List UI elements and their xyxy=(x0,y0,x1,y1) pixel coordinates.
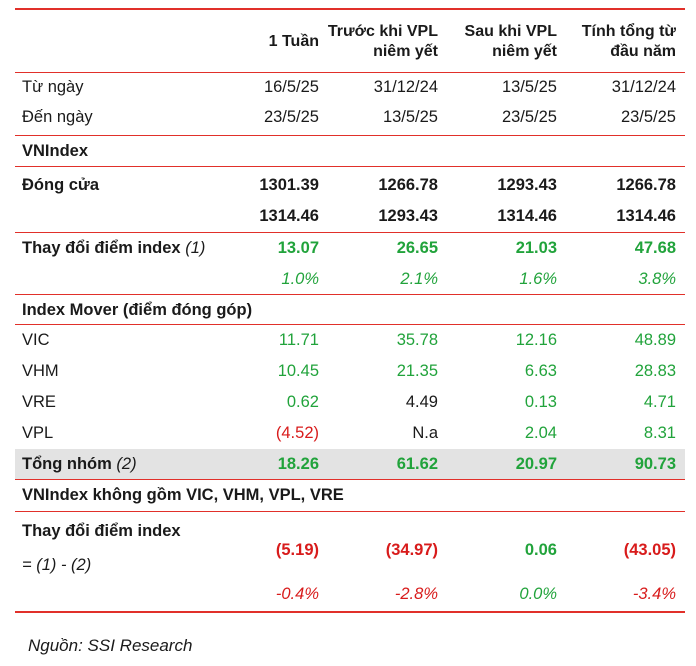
top-rule xyxy=(15,8,685,10)
cell-value: 4.71 xyxy=(643,393,676,411)
cell-value: 0.0% xyxy=(519,585,557,603)
cell-value: 1266.78 xyxy=(616,176,676,194)
cell-value: 47.68 xyxy=(634,239,676,257)
row-label: VHM xyxy=(22,362,59,380)
cell-value: 26.65 xyxy=(396,239,438,257)
cell-value: (4.52) xyxy=(275,424,319,442)
cell-value: 2.04 xyxy=(524,424,557,442)
cell-value: 0.13 xyxy=(524,393,557,411)
row-rule xyxy=(15,324,685,325)
row-label: VRE xyxy=(22,393,56,411)
cell-value: 23/5/25 xyxy=(501,108,557,126)
table-row-thay-doi-pct: 1.0% 2.1% 1.6% 3.8% xyxy=(15,270,685,296)
cell-value: 35.78 xyxy=(396,331,438,349)
col-header-1-tuan: 1 Tuần xyxy=(268,33,319,50)
cell-value: 4.49 xyxy=(405,393,438,411)
cell-value: 28.83 xyxy=(634,362,676,380)
col-header-sau-vpl: Sau khi VPL niêm yết xyxy=(464,23,557,60)
cell-value: -2.8% xyxy=(394,585,438,603)
section-title: Index Mover (điểm đóng góp) xyxy=(22,301,253,319)
cell-value: 1314.46 xyxy=(497,207,557,225)
cell-value: 13.07 xyxy=(277,239,319,257)
section-index-mover: Index Mover (điểm đóng góp) xyxy=(15,301,685,327)
table-row-vpl: VPL (4.52) N.a 2.04 8.31 xyxy=(15,424,685,450)
section-title: VNIndex xyxy=(22,142,89,160)
bottom-rule xyxy=(15,611,685,613)
row-label: VIC xyxy=(22,331,50,349)
col-header-truoc-vpl: Trước khi VPL niêm yết xyxy=(327,23,438,60)
cell-value: 1266.78 xyxy=(378,176,438,194)
row-rule xyxy=(15,166,685,167)
row-label: Thay đổi điểm index (1) xyxy=(22,239,206,257)
table-row-thay-doi-ex-pct: -0.4% -2.8% 0.0% -3.4% xyxy=(15,585,685,611)
row-label: Tổng nhóm (2) xyxy=(22,455,137,473)
row-label: Thay đổi điểm index xyxy=(22,522,181,540)
cell-value: 10.45 xyxy=(277,362,319,380)
cell-value: 0.06 xyxy=(524,541,557,559)
header-rule xyxy=(15,72,685,73)
cell-value: (43.05) xyxy=(623,541,676,559)
cell-value: 16/5/25 xyxy=(263,78,319,96)
cell-value: (34.97) xyxy=(385,541,438,559)
row-rule xyxy=(15,511,685,512)
header-row: 1 Tuần Trước khi VPL niêm yết Sau khi VP… xyxy=(15,22,685,72)
cell-value: 3.8% xyxy=(638,270,676,288)
cell-value: 11.71 xyxy=(278,331,319,349)
cell-value: 6.63 xyxy=(524,362,557,380)
col-header-tinh-tong: Tính tổng từ đầu năm xyxy=(581,23,676,60)
cell-value: 1293.43 xyxy=(497,176,557,194)
source-note: Nguồn: SSI Research xyxy=(28,636,193,655)
row-label: Đến ngày xyxy=(22,108,93,126)
section-title: VNIndex không gồm VIC, VHM, VPL, VRE xyxy=(22,486,344,504)
cell-value: 90.73 xyxy=(634,455,676,473)
row-rule xyxy=(15,135,685,136)
table-row-vic: VIC 11.71 35.78 12.16 48.89 xyxy=(15,331,685,357)
section-vnindex: VNIndex xyxy=(15,142,685,168)
row-rule xyxy=(15,294,685,295)
cell-value: 1.0% xyxy=(281,270,319,288)
cell-value: 1301.39 xyxy=(259,176,319,194)
cell-value: 20.97 xyxy=(515,455,557,473)
table-row-vre: VRE 0.62 4.49 0.13 4.71 xyxy=(15,393,685,419)
table-row-tu-ngay: Từ ngày 16/5/25 31/12/24 13/5/25 31/12/2… xyxy=(15,78,685,104)
table-row-dong-cua-2: 1314.46 1293.43 1314.46 1314.46 xyxy=(15,207,685,233)
cell-value: 31/12/24 xyxy=(373,78,438,96)
total-row-highlight xyxy=(15,449,685,479)
cell-value: -3.4% xyxy=(632,585,676,603)
cell-value: 23/5/25 xyxy=(263,108,319,126)
cell-value: 31/12/24 xyxy=(611,78,676,96)
cell-value: 8.31 xyxy=(643,424,676,442)
row-label: Đóng cửa xyxy=(22,176,100,194)
row-label: VPL xyxy=(22,424,54,442)
cell-value: 21.03 xyxy=(515,239,557,257)
cell-value: 1314.46 xyxy=(616,207,676,225)
table-row-dong-cua: Đóng cửa 1301.39 1266.78 1293.43 1266.78 xyxy=(15,176,685,202)
cell-value: 2.1% xyxy=(400,270,438,288)
table-row-den-ngay: Đến ngày 23/5/25 13/5/25 23/5/25 23/5/25 xyxy=(15,108,685,134)
cell-value: 13/5/25 xyxy=(382,108,438,126)
section-vnindex-ex: VNIndex không gồm VIC, VHM, VPL, VRE xyxy=(15,486,685,512)
table-row-thay-doi-ex: Thay đổi điểm index = (1) - (2) (5.19) (… xyxy=(15,522,685,582)
row-rule xyxy=(15,479,685,480)
cell-value: 1314.46 xyxy=(259,207,319,225)
cell-value: N.a xyxy=(412,424,438,442)
cell-value: 12.16 xyxy=(515,331,557,349)
cell-value: 48.89 xyxy=(634,331,676,349)
cell-value: 61.62 xyxy=(396,455,438,473)
table-row-thay-doi: Thay đổi điểm index (1) 13.07 26.65 21.0… xyxy=(15,239,685,265)
cell-value: 23/5/25 xyxy=(620,108,676,126)
table-row-vhm: VHM 10.45 21.35 6.63 28.83 xyxy=(15,362,685,388)
table-row-tong-nhom: Tổng nhóm (2) 18.26 61.62 20.97 90.73 xyxy=(15,455,685,481)
cell-value: 13/5/25 xyxy=(501,78,557,96)
cell-value: (5.19) xyxy=(275,541,319,559)
cell-value: 0.62 xyxy=(286,393,319,411)
cell-value: 21.35 xyxy=(396,362,438,380)
cell-value: 1293.43 xyxy=(378,207,438,225)
cell-value: 1.6% xyxy=(519,270,557,288)
row-rule xyxy=(15,232,685,233)
row-label: Từ ngày xyxy=(22,78,84,96)
cell-value: 18.26 xyxy=(277,455,319,473)
row-label-formula: = (1) - (2) xyxy=(22,556,92,574)
cell-value: -0.4% xyxy=(275,585,319,603)
